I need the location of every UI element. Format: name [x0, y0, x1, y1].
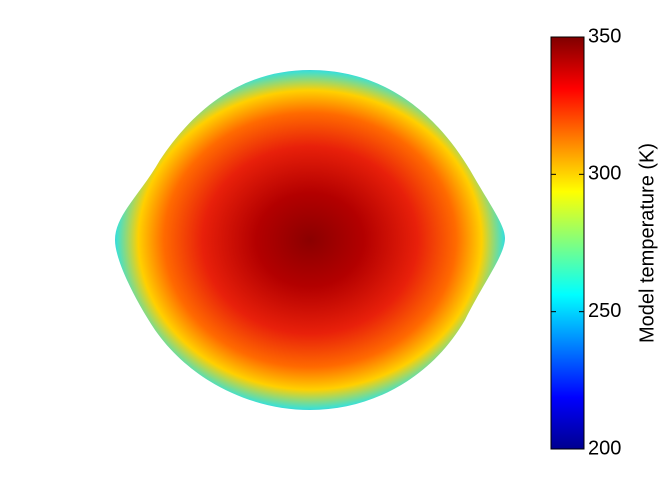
colorbar-label: Model temperature (K) [636, 143, 658, 343]
colorbar-tick-label: 350 [588, 25, 621, 47]
colorbar-tick-label: 250 [588, 300, 621, 322]
colorbar [550, 36, 585, 450]
colorbar-tick-label: 300 [588, 163, 621, 185]
colorbar-tick-label: 200 [588, 437, 621, 459]
asteroid-map [115, 70, 505, 410]
